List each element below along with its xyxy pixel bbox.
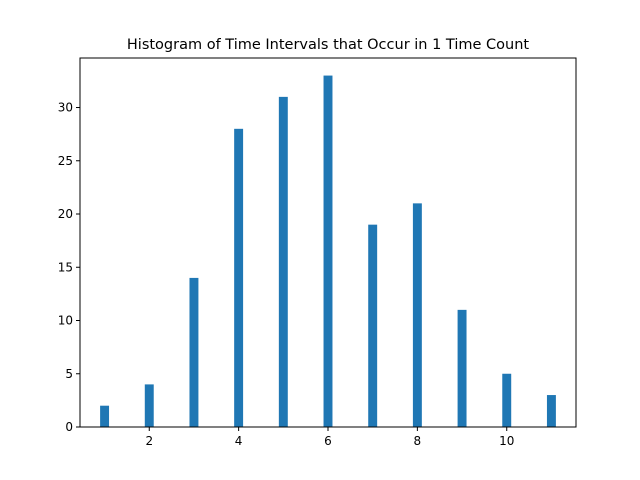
- bar-x-3: [189, 277, 199, 427]
- chart-title: Histogram of Time Intervals that Occur i…: [127, 37, 530, 53]
- bar-x-2: [144, 384, 154, 427]
- bar-x-5: [278, 96, 288, 428]
- y-tick-label: 15: [58, 260, 73, 274]
- y-axis-ticks: 0 5 10 15 20 25 30: [58, 101, 80, 434]
- x-tick-label: 2: [145, 434, 153, 448]
- bar-x-1: [100, 405, 110, 427]
- bar-x-9: [457, 309, 467, 427]
- y-tick-label: 0: [65, 420, 73, 434]
- bars-group: [100, 75, 556, 428]
- x-tick-label: 4: [235, 434, 243, 448]
- bar-x-7: [368, 224, 378, 427]
- bar-x-6: [323, 75, 333, 427]
- x-tick-label: 6: [324, 434, 332, 448]
- bar-x-11: [546, 395, 556, 427]
- x-tick-label: 10: [499, 434, 514, 448]
- bar-x-8: [412, 203, 422, 427]
- y-tick-label: 25: [58, 154, 73, 168]
- x-axis-ticks: 2 4 6 8 10: [145, 427, 514, 448]
- bar-x-4: [234, 128, 244, 427]
- y-tick-label: 5: [65, 367, 73, 381]
- y-tick-label: 10: [58, 314, 73, 328]
- x-tick-label: 8: [414, 434, 422, 448]
- y-tick-label: 20: [58, 207, 73, 221]
- plot-area-frame: [79, 57, 577, 428]
- bar-x-10: [502, 373, 512, 427]
- y-tick-label: 30: [58, 101, 73, 115]
